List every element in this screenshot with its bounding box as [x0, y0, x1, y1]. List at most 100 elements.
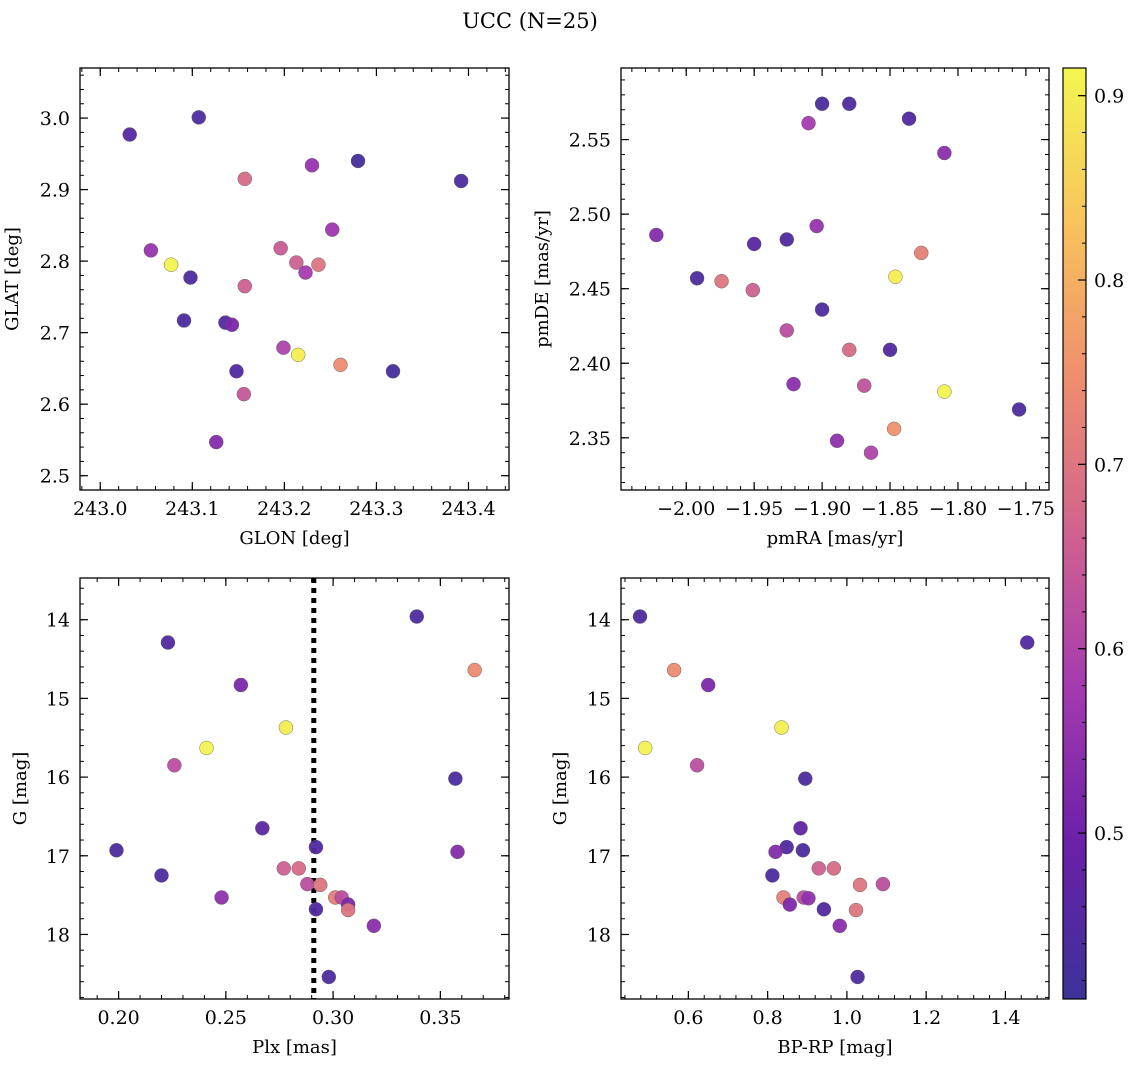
scatter-panel-1: 243.0 243.1 243.2 243.3 243.4 2.5 2.6 2.7 2.8 2.9… [2, 67, 510, 549]
scatter-point [801, 115, 816, 131]
scatter-point [325, 222, 340, 237]
y-axis-label: G [mag] [550, 752, 571, 825]
x-tick-label: 1.4 [990, 1007, 1020, 1029]
y-tick-label: 2.5 [40, 466, 70, 488]
scatter-point [276, 861, 291, 876]
scatter-point [304, 158, 320, 173]
plot-frame [79, 67, 510, 491]
scatter-point [1020, 635, 1035, 650]
y-tick-label: 2.9 [40, 180, 70, 202]
x-tick-label: 243.3 [349, 498, 403, 520]
scatter-point [448, 771, 463, 786]
y-tick-label: 14 [46, 610, 70, 632]
x-tick-label: 0.20 [97, 1007, 139, 1029]
colorbar-gradient [1062, 67, 1087, 1000]
scatter-point [795, 843, 811, 858]
plot-frame [620, 67, 1050, 491]
scatter-point [809, 218, 824, 234]
scatter-point [229, 364, 244, 379]
scatter-panel-4: 0.6 0.8 1.0 1.2 1.4 14 15 16 17 18 BP-RP [mag] G [m… [550, 577, 1050, 1058]
axis-ticks [621, 578, 1049, 999]
scatter-point [214, 890, 229, 905]
x-tick-label: 243.1 [165, 498, 219, 520]
scatter-point [167, 758, 182, 773]
y-tick-label: 2.6 [40, 394, 70, 416]
x-tick-label: −1.85 [861, 498, 919, 520]
x-axis-label: Plx [mas] [252, 1037, 337, 1058]
scatter-point [237, 278, 252, 294]
x-tick-label: 243.0 [73, 498, 127, 520]
scatter-points [649, 96, 1027, 460]
scatter-point [273, 241, 288, 256]
y-tick-label: 15 [46, 688, 70, 710]
scatter-point [829, 433, 845, 448]
scatter-point [224, 317, 240, 332]
scatter-point [209, 434, 224, 450]
scatter-point [350, 153, 366, 169]
scatter-point [779, 232, 794, 247]
scatter-point [409, 609, 424, 624]
scatter-point [366, 918, 382, 934]
x-tick-label: 0.35 [419, 1007, 461, 1029]
scatter-point [768, 844, 783, 860]
scatter-point [300, 876, 315, 892]
scatter-point [850, 969, 865, 985]
x-tick-label: 0.8 [753, 1007, 783, 1029]
scatter-points [122, 110, 469, 450]
scatter-point [714, 274, 729, 289]
scatter-point [308, 902, 324, 917]
scatter-point [176, 313, 192, 328]
x-tick-label: 1.2 [911, 1007, 941, 1029]
scatter-point [779, 323, 794, 338]
colorbar-tick-label: 0.7 [1094, 454, 1124, 476]
scatter-point [637, 740, 653, 756]
scatter-point [276, 340, 291, 355]
scatter-point [255, 821, 270, 836]
scatter-point [233, 677, 249, 693]
scatter-point [649, 227, 664, 243]
scatter-point [183, 270, 198, 285]
scatter-point [842, 96, 857, 111]
scatter-point [311, 257, 326, 272]
y-tick-label: 16 [46, 767, 70, 789]
scatter-point [816, 902, 832, 917]
x-tick-label: −1.75 [997, 498, 1055, 520]
scatter-point [848, 902, 864, 918]
x-tick-label: −1.80 [929, 498, 987, 520]
scatter-point [290, 347, 306, 363]
y-tick-label: 15 [587, 688, 611, 710]
scatter-point [689, 758, 705, 773]
scatter-point [937, 145, 952, 161]
y-tick-label: 18 [587, 924, 611, 946]
scatter-point [289, 255, 304, 270]
scatter-point [340, 902, 356, 918]
y-tick-label: 2.45 [569, 279, 611, 301]
scatter-point [852, 877, 868, 893]
scatter-point [666, 662, 682, 678]
y-tick-label: 18 [46, 924, 70, 946]
scatter-point [901, 111, 917, 126]
scatter-point [143, 243, 159, 258]
scatter-point [793, 821, 808, 836]
colorbar-tick-label: 0.9 [1094, 86, 1124, 108]
scatter-point [453, 173, 469, 189]
scatter-point [857, 378, 872, 393]
x-tick-label: 243.2 [257, 498, 311, 520]
scatter-point [199, 740, 214, 756]
scatter-point [746, 236, 762, 252]
scatter-point [632, 609, 648, 624]
scatter-point [774, 720, 789, 735]
scatter-point [882, 342, 898, 358]
scatter-point [308, 839, 324, 855]
y-tick-label: 2.8 [40, 251, 70, 273]
scatter-point [154, 868, 169, 883]
y-tick-label: 2.50 [569, 204, 611, 226]
y-tick-label: 2.40 [569, 353, 611, 375]
colorbar-tick-label: 0.5 [1094, 823, 1124, 845]
scatter-point [313, 877, 328, 893]
scatter-point [801, 891, 816, 906]
axis-ticks [80, 68, 509, 491]
scatter-point [122, 127, 137, 142]
scatter-point [450, 844, 465, 860]
